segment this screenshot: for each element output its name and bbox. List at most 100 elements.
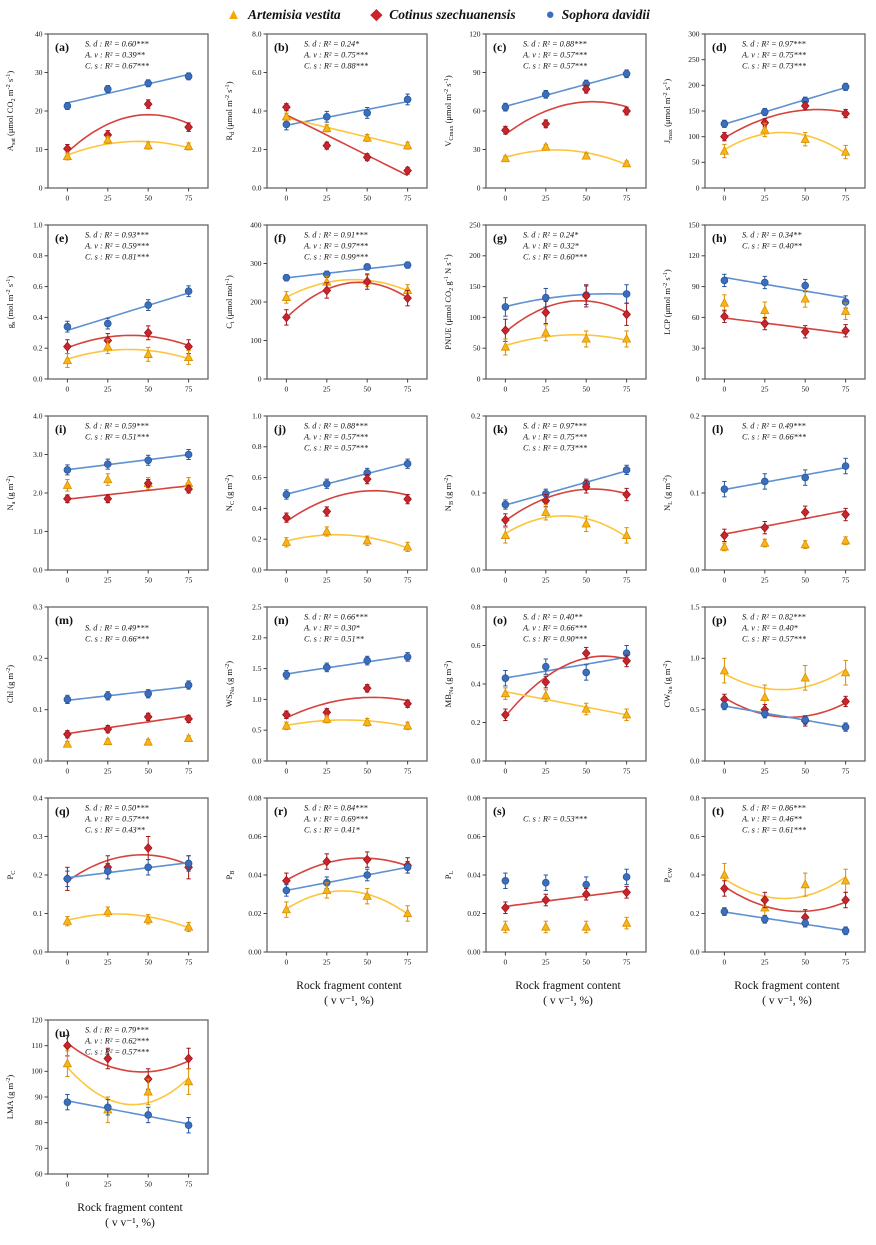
panel-d: 0 50 100 150 200 250 300 0 25 50 75 Jmax (μmol m-2 … [659,23,876,214]
svg-text:1.0: 1.0 [252,695,262,704]
svg-text:0.06: 0.06 [467,832,480,841]
svg-text:50: 50 [582,767,590,776]
series-av [719,290,851,320]
fit-lines [286,100,408,177]
svg-text:75: 75 [842,958,850,967]
series-av [500,687,632,722]
svg-text:50: 50 [363,385,371,394]
svg-text:120: 120 [688,251,700,260]
series-av [719,862,851,920]
series-cs [501,84,631,136]
svg-text:S. d : R² = 0.93***: S. d : R² = 0.93*** [85,231,149,240]
svg-text:25: 25 [542,576,550,585]
plot-frame [704,797,866,953]
fit-lines [67,453,189,500]
panel-letter: (j) [274,422,286,436]
x-axis-label: Rock fragment content( v v⁻¹, %) [734,980,840,1007]
series-sd [63,855,193,888]
fit-line-cs [504,100,627,136]
chart-d: 0 50 100 150 200 250 300 0 25 50 75 Jmax (μmol m-2 … [662,29,866,203]
svg-text:A. v : R² = 0.66***: A. v : R² = 0.66*** [522,624,588,633]
svg-text:0.8: 0.8 [690,793,700,802]
svg-text:S. d : R² = 0.97***: S. d : R² = 0.97*** [523,422,587,431]
svg-text:0.4: 0.4 [690,870,700,879]
svg-text:0.2: 0.2 [33,654,43,663]
svg-text:0.04: 0.04 [248,870,261,879]
chart-b: 0.0 2.0 4.0 6.0 8.0 0 25 50 75 Rd (μmol m-2 s-1) (… [224,29,428,203]
x-axis: 0 25 50 75 [504,761,631,776]
svg-text:C. s : R² = 0.73***: C. s : R² = 0.73*** [742,62,807,71]
svg-text:60: 60 [35,1169,43,1178]
fit-lines [724,466,846,535]
svg-text:0.08: 0.08 [467,793,480,802]
panel-m: 0.0 0.1 0.2 0.3 0 25 50 75 Chl (g m-2) (m) S. d : … [2,596,221,787]
svg-text:0.3: 0.3 [33,602,43,611]
svg-text:C. s : R² = 0.66***: C. s : R² = 0.66*** [85,635,150,644]
svg-text:90: 90 [473,68,481,77]
svg-text:75: 75 [404,767,412,776]
svg-text:C. s : R² = 0.67***: C. s : R² = 0.67*** [85,62,150,71]
fit-line-sd [724,86,846,125]
stats-annotations: S. d : R² = 0.24* A. v : R² = 0.32* C. s :… [522,231,588,262]
svg-text:0: 0 [39,183,43,192]
x-axis: 0 25 50 75 [285,952,412,967]
series-av [500,504,632,544]
svg-text:0: 0 [285,958,289,967]
fit-line-sd [286,263,408,279]
chart-c: 0 30 60 90 120 0 25 50 75 VCmax (μmol m-2 s-1) (c)… [443,29,647,203]
y-axis-label: gs (mol m-2 s-1) [5,276,17,329]
svg-text:0.5: 0.5 [690,705,700,714]
panel-q: 0.0 0.1 0.2 0.3 0.4 0 25 50 75 PC (q) S. d : R² = 0… [2,787,221,1009]
svg-text:100: 100 [31,1067,43,1076]
svg-text:S. d : R² = 0.40**: S. d : R² = 0.40** [523,613,583,622]
y-axis-label: PNUE (μmol CO2 g-1 N s-1) [443,254,455,350]
svg-text:75: 75 [623,576,631,585]
stats-annotations: S. d : R² = 0.34** C. s : R² = 0.40** [742,231,803,251]
series-av [281,526,413,553]
stats-annotations: S. d : R² = 0.49*** C. s : R² = 0.66*** [85,624,150,644]
svg-text:1.5: 1.5 [690,602,700,611]
svg-text:2.0: 2.0 [252,145,262,154]
svg-text:0: 0 [723,385,727,394]
svg-text:0: 0 [66,194,70,203]
svg-text:90: 90 [35,1092,43,1101]
chart-i: 0.0 1.0 2.0 3.0 4.0 0 25 50 75 Na (g m-2) (i) S. d … [5,411,209,585]
svg-text:C. s : R² = 0.57***: C. s : R² = 0.57*** [304,444,369,453]
y-axis: 0 30 60 90 120 [469,29,486,192]
panels-grid: 0 10 20 30 40 0 25 50 75 Asat (μmol CO2 m-2 s-1)(… [2,23,876,1231]
svg-text:75: 75 [623,194,631,203]
y-axis: 0 100 200 300 400 [250,220,267,383]
svg-text:1.0: 1.0 [33,527,43,536]
y-axis-label: PB [224,871,236,880]
fit-lines [504,72,627,166]
panel-g: 0 50 100 150 200 250 0 25 50 75 PNUE (μmol CO2 g-1… [440,214,659,405]
series-cs [282,474,412,523]
svg-text:75: 75 [185,576,193,585]
fit-line-av [67,348,189,360]
x-axis: 0 25 50 75 [66,379,193,394]
svg-text:0.0: 0.0 [33,565,43,574]
x-axis: 0 25 50 75 [285,761,412,776]
series-sd [63,72,193,110]
svg-text:0: 0 [66,1179,70,1188]
fit-lines [724,669,847,728]
svg-text:0.2: 0.2 [471,718,481,727]
panel-c: 0 30 60 90 120 0 25 50 75 VCmax (μmol m-2 s-1) (c)… [440,23,659,214]
svg-text:S. d : R² = 0.59***: S. d : R² = 0.59*** [85,422,149,431]
y-axis-label: PL [443,871,455,880]
svg-text:0.2: 0.2 [471,411,481,420]
svg-text:0.6: 0.6 [690,832,700,841]
series-sd [720,457,850,498]
panel-l: 0.0 0.1 0.2 0 25 50 75 NL (g m-2) (l) S. d : R² =… [659,405,876,596]
y-axis-label: PC [5,871,17,880]
svg-text:50: 50 [144,385,152,394]
svg-text:0.00: 0.00 [248,947,261,956]
svg-text:0.1: 0.1 [33,705,43,714]
svg-text:25: 25 [761,767,769,776]
svg-text:0: 0 [504,958,508,967]
series-av [281,713,413,731]
svg-text:0.6: 0.6 [471,641,481,650]
svg-text:0: 0 [696,183,700,192]
x-axis: 0 25 50 75 [285,570,412,585]
y-axis: 0.0 1.0 2.0 3.0 4.0 [33,411,48,574]
